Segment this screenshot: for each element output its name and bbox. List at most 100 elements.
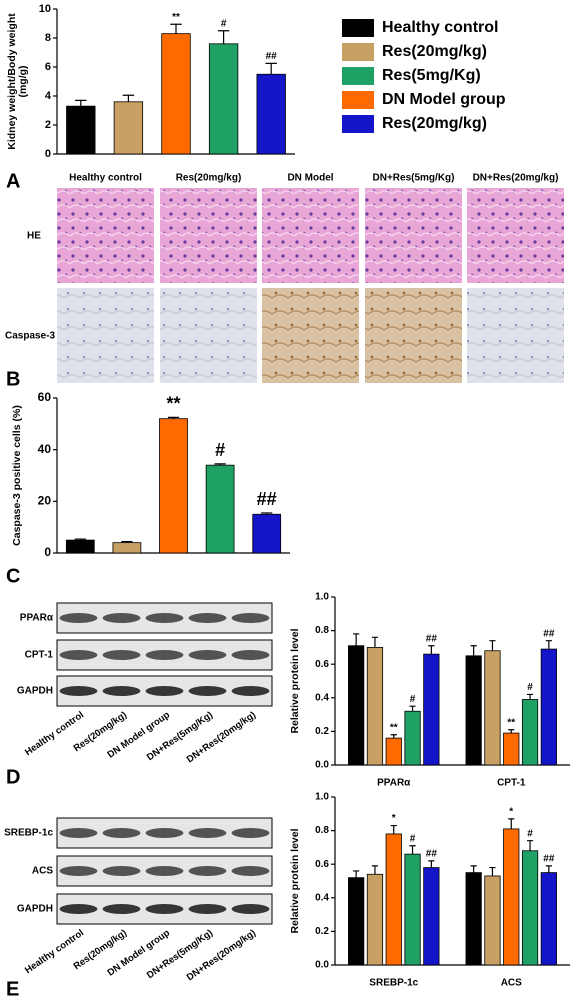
error-bar <box>508 729 515 734</box>
panel-label: D <box>6 766 20 788</box>
bar <box>385 737 402 766</box>
y-tick-label: 0.2 <box>315 926 329 937</box>
legend-label: Res(5mg/Kg) <box>382 67 481 84</box>
error-bar <box>261 512 273 515</box>
y-tick-label: 0.8 <box>315 625 329 636</box>
blot-band <box>188 904 227 914</box>
legend-label: Res(20mg/kg) <box>382 43 487 60</box>
bar <box>65 539 95 554</box>
significance-label: # <box>527 682 533 693</box>
row-label: Caspase-3 <box>5 331 55 342</box>
blot-band <box>59 686 98 696</box>
significance-label: ## <box>266 51 278 62</box>
error-bar <box>489 640 496 651</box>
bar <box>521 850 539 966</box>
y-axis-label: Relative protein level <box>289 628 301 733</box>
bar <box>465 655 482 766</box>
error-bar <box>74 538 86 541</box>
caspase-image <box>365 288 462 383</box>
bar <box>348 645 365 766</box>
blot-band <box>231 650 270 660</box>
bar <box>503 732 520 766</box>
y-tick-label: 0.0 <box>315 760 329 771</box>
he-image <box>262 188 359 283</box>
he-image <box>467 188 564 283</box>
significance-label: ** <box>166 394 180 414</box>
blot-band <box>145 904 184 914</box>
error-bar <box>489 866 496 876</box>
blot-row-label: GAPDH <box>17 686 53 697</box>
blot-band <box>59 650 98 660</box>
y-tick-label: 0 <box>44 545 51 559</box>
blot-band <box>59 828 98 838</box>
blot-band <box>231 828 270 838</box>
bar <box>423 653 440 766</box>
blot-band <box>188 866 227 876</box>
bar <box>540 872 557 966</box>
error-bar <box>75 99 87 107</box>
x-tick-label: CPT-1 <box>497 778 526 789</box>
y-tick-label: 1.0 <box>315 792 329 803</box>
bar <box>208 43 239 155</box>
blot-band <box>102 904 141 914</box>
blot-band <box>102 650 141 660</box>
significance-label: ## <box>257 489 277 509</box>
error-bar <box>526 840 534 851</box>
significance-label: ## <box>543 628 555 639</box>
y-tick-label: 0.4 <box>315 692 329 703</box>
blot-band <box>145 650 184 660</box>
blot-band <box>231 866 270 876</box>
y-tick-label: 0.6 <box>315 659 329 670</box>
y-tick-label: 0.6 <box>315 859 329 870</box>
x-tick-label: ACS <box>501 978 522 989</box>
column-label: DN+Res(5mg/Kg) <box>373 173 455 184</box>
y-axis-label: Relative protein level <box>289 828 301 933</box>
significance-label: ## <box>426 633 438 644</box>
significance-label: # <box>221 18 227 29</box>
y-axis-label: (mg/g) <box>17 65 29 97</box>
caspase-image <box>57 288 154 383</box>
legend-swatch <box>342 91 374 109</box>
column-label: DN Model <box>287 173 333 184</box>
error-bar <box>371 636 379 648</box>
error-bar <box>470 865 477 873</box>
blot-row-label: ACS <box>32 866 53 877</box>
y-tick-label: 1.0 <box>315 592 329 603</box>
error-bar <box>371 865 379 875</box>
blot-row-label: GAPDH <box>17 904 53 915</box>
row-label: HE <box>27 231 41 242</box>
bar <box>465 872 482 966</box>
error-bar <box>545 865 552 873</box>
blot-band <box>59 866 98 876</box>
error-bar <box>409 845 416 855</box>
legend-label: Res(20mg/kg) <box>382 115 487 132</box>
significance-label: ** <box>172 12 180 23</box>
significance-label: # <box>410 694 416 705</box>
bar <box>252 513 282 554</box>
error-bar <box>390 734 397 739</box>
blot-band <box>231 613 270 623</box>
error-bar <box>428 860 435 868</box>
significance-label: * <box>509 806 513 817</box>
bar <box>112 542 142 554</box>
bar <box>256 73 286 155</box>
blot-band <box>231 686 270 696</box>
blot-band <box>145 686 184 696</box>
error-bar <box>353 870 360 878</box>
bar <box>205 464 235 554</box>
blot-band <box>59 613 98 623</box>
error-bar <box>353 633 360 646</box>
column-label: Res(20mg/kg) <box>176 173 242 184</box>
bar <box>348 877 365 966</box>
he-image <box>160 188 257 283</box>
blot-row-label: PPARα <box>20 613 54 624</box>
caspase-image <box>160 288 257 383</box>
x-tick-label: SREBP-1c <box>369 978 418 989</box>
caspase-image <box>467 288 564 383</box>
blot-row-label: SREBP-1c <box>4 828 53 839</box>
blot-band <box>59 904 98 914</box>
legend-swatch <box>342 19 374 37</box>
bar <box>404 853 421 966</box>
y-tick-label: 20 <box>38 494 52 508</box>
